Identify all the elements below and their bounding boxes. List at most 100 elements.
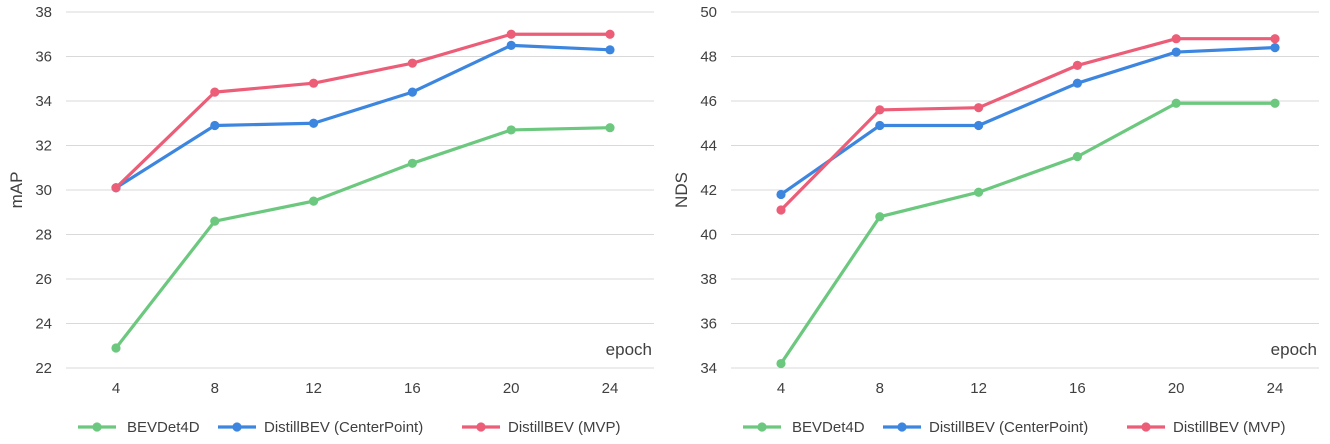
x-tick-label: 24 — [602, 380, 619, 397]
x-tick-label: 8 — [211, 380, 219, 397]
y-tick-label: 24 — [35, 316, 52, 333]
x-tick-label: 4 — [112, 380, 120, 397]
data-point-bevdet4d — [210, 216, 220, 226]
x-tick-label: 12 — [970, 380, 987, 397]
x-tick-label: 24 — [1267, 380, 1284, 397]
data-point-bevdet4d — [309, 196, 319, 206]
y-tick-label: 40 — [700, 227, 717, 244]
legend-label: DistillBEV (MVP) — [508, 419, 621, 436]
data-point-distillbev-mvp — [1072, 60, 1082, 70]
data-point-distillbev-mvp — [407, 58, 417, 68]
legend: BEVDet4D DistillBEV (CenterPoint) DistillB… — [78, 419, 621, 436]
y-tick-label: 36 — [700, 316, 717, 333]
y-tick-label: 28 — [35, 227, 52, 244]
x-tick-label: 12 — [305, 380, 322, 397]
x-tick-label: 4 — [777, 380, 785, 397]
data-point-distillbev-centerpoint — [1171, 47, 1181, 57]
data-point-distillbev-centerpoint — [1270, 43, 1280, 53]
series-line-bevdet4d — [114, 126, 612, 350]
y-tick-label: 42 — [700, 182, 717, 199]
data-point-bevdet4d — [407, 158, 417, 168]
series-line-distillbev-centerpoint — [114, 43, 612, 190]
data-point-distillbev-centerpoint — [776, 189, 786, 200]
legend: BEVDet4D DistillBEV (CenterPoint) DistillB… — [743, 419, 1286, 436]
x-tick-labels: 4 8 12 16 20 24 — [777, 380, 1284, 397]
data-point-bevdet4d — [875, 212, 885, 222]
data-point-bevdet4d — [776, 358, 786, 369]
y-tick-label: 38 — [700, 271, 717, 288]
legend-label: DistillBEV (CenterPoint) — [264, 419, 423, 436]
data-point-bevdet4d — [1072, 152, 1082, 162]
x-tick-label: 16 — [404, 380, 421, 397]
legend-item-distillbev-centerpoint: DistillBEV (CenterPoint) — [218, 419, 423, 436]
data-point-bevdet4d — [1171, 98, 1181, 108]
legend-label: BEVDet4D — [127, 419, 200, 436]
y-tick-label: 46 — [700, 93, 717, 110]
y-tick-label: 34 — [35, 93, 52, 110]
x-tick-label: 20 — [503, 380, 520, 397]
data-point-distillbev-centerpoint — [875, 120, 885, 131]
legend-swatch-marker — [232, 422, 242, 432]
series-line-bevdet4d — [779, 101, 1277, 366]
series-line-distillbev-mvp — [114, 32, 612, 190]
y-tick-label: 22 — [35, 360, 52, 377]
legend-swatch-marker — [897, 422, 907, 432]
series-line-distillbev-mvp — [779, 37, 1277, 212]
legend-swatch-marker — [92, 422, 102, 432]
legend-label: BEVDet4D — [792, 419, 865, 436]
data-point-distillbev-mvp — [506, 29, 516, 39]
x-axis-title: epoch — [606, 340, 652, 359]
y-tick-label: 26 — [35, 271, 52, 288]
data-point-bevdet4d — [605, 123, 615, 133]
y-axis-title: mAP — [7, 172, 26, 209]
data-point-distillbev-mvp — [605, 29, 615, 39]
data-point-distillbev-mvp — [210, 87, 220, 97]
y-tick-label: 50 — [700, 4, 717, 21]
y-gridlines — [66, 11, 654, 369]
y-tick-labels: 34 36 38 40 42 44 46 48 50 — [700, 4, 717, 377]
data-point-distillbev-mvp — [974, 103, 984, 113]
y-tick-label: 30 — [35, 182, 52, 199]
data-point-bevdet4d — [506, 125, 516, 135]
data-point-distillbev-centerpoint — [605, 45, 615, 55]
series-line-distillbev-centerpoint — [779, 45, 1277, 197]
series-lines — [111, 29, 615, 353]
nds-chart-panel: 34 36 38 40 42 44 46 48 50 4 8 12 16 20 24 NDS epoch … — [665, 0, 1330, 444]
legend-label: DistillBEV (CenterPoint) — [929, 419, 1088, 436]
data-point-distillbev-centerpoint — [974, 120, 984, 131]
y-tick-label: 48 — [700, 49, 717, 66]
data-point-distillbev-centerpoint — [407, 87, 417, 97]
legend-item-bevdet4d: BEVDet4D — [78, 419, 200, 436]
series-lines — [776, 34, 1280, 369]
y-gridlines — [731, 11, 1319, 369]
legend-swatch-marker — [757, 422, 767, 432]
data-point-bevdet4d — [974, 187, 984, 197]
data-point-distillbev-centerpoint — [506, 40, 516, 50]
map-chart-panel: 22 24 26 28 30 32 34 36 38 4 8 12 16 20 24 mAP epoch … — [7, 4, 654, 436]
y-axis-title: NDS — [672, 172, 691, 208]
y-tick-label: 34 — [700, 360, 717, 377]
legend-item-bevdet4d: BEVDet4D — [743, 419, 865, 436]
data-point-distillbev-mvp — [875, 105, 885, 115]
x-tick-labels: 4 8 12 16 20 24 — [112, 380, 619, 397]
legend-item-distillbev-mvp: DistillBEV (MVP) — [1127, 419, 1286, 436]
data-point-distillbev-mvp — [111, 183, 121, 193]
data-point-distillbev-centerpoint — [309, 118, 319, 128]
y-tick-labels: 22 24 26 28 30 32 34 36 38 — [35, 4, 52, 377]
y-tick-label: 36 — [35, 49, 52, 66]
y-tick-label: 38 — [35, 4, 52, 21]
data-point-bevdet4d — [111, 343, 121, 353]
data-point-distillbev-mvp — [1270, 34, 1280, 44]
data-point-distillbev-mvp — [776, 205, 786, 215]
legend-swatch-marker — [476, 422, 486, 432]
x-tick-label: 20 — [1168, 380, 1185, 397]
y-tick-label: 44 — [700, 138, 717, 155]
legend-item-distillbev-mvp: DistillBEV (MVP) — [462, 419, 621, 436]
x-tick-label: 16 — [1069, 380, 1086, 397]
data-point-bevdet4d — [1270, 98, 1280, 108]
legend-item-distillbev-centerpoint: DistillBEV (CenterPoint) — [883, 419, 1088, 436]
legend-swatch-marker — [1141, 422, 1151, 432]
data-point-distillbev-mvp — [1171, 34, 1181, 44]
